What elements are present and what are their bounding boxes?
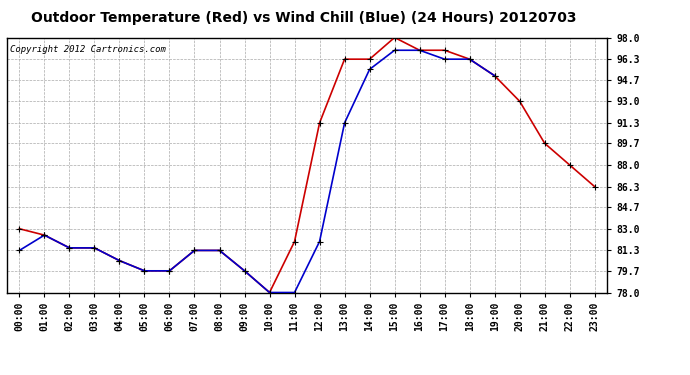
Text: Copyright 2012 Cartronics.com: Copyright 2012 Cartronics.com [10, 45, 166, 54]
Text: Outdoor Temperature (Red) vs Wind Chill (Blue) (24 Hours) 20120703: Outdoor Temperature (Red) vs Wind Chill … [31, 11, 576, 25]
